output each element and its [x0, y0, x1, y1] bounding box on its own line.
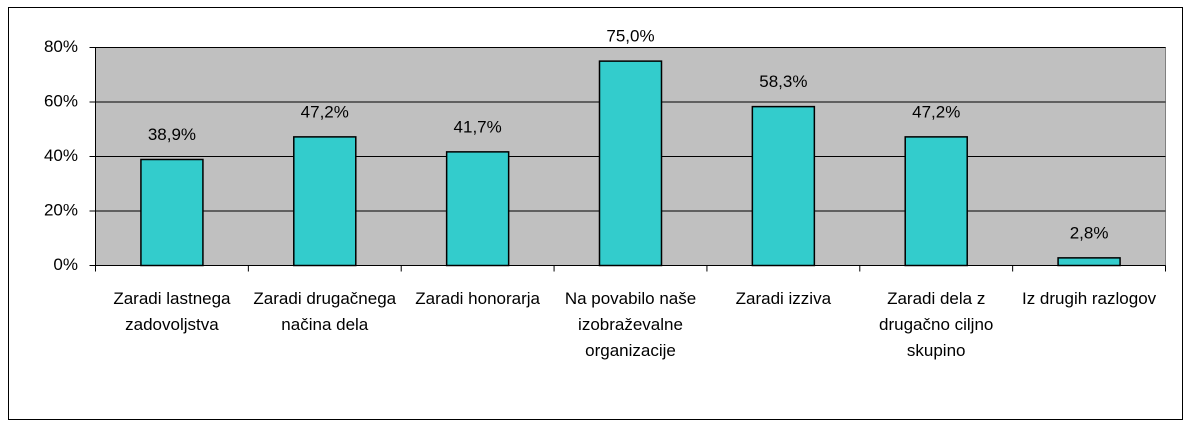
value-label: 58,3%: [759, 72, 807, 91]
y-tick-label: 40%: [44, 146, 78, 165]
value-label: 47,2%: [912, 102, 960, 121]
value-label: 2,8%: [1070, 223, 1109, 242]
y-tick-label: 20%: [44, 200, 78, 219]
value-label: 75,0%: [606, 27, 654, 46]
bar: [1057, 257, 1121, 267]
value-label: 41,7%: [454, 117, 502, 136]
value-label: 47,2%: [301, 102, 349, 121]
x-tick-label: Na povabilo naše izobraževalne organizac…: [564, 289, 697, 360]
y-tick-label: 0%: [53, 255, 78, 274]
x-tick-label: Iz drugih razlogov: [1021, 289, 1157, 308]
y-tick-label: 60%: [44, 91, 78, 110]
bar: [140, 158, 204, 267]
x-tick-label: Zaradi dela z drugačno ciljno skupino: [879, 289, 994, 360]
y-tick-label: 80%: [44, 37, 78, 56]
bar: [293, 136, 357, 267]
x-tick-label: Zaradi izziva: [735, 289, 832, 308]
x-tick-label: Zaradi drugačnega načina dela: [253, 289, 397, 334]
bar: [445, 151, 510, 267]
x-tick-label: Zaradi lastnega zadovoljstva: [113, 289, 231, 334]
x-tick-label: Zaradi honorarja: [415, 289, 541, 308]
value-label: 38,9%: [148, 125, 196, 144]
bar: [751, 105, 816, 267]
bar: [598, 60, 663, 267]
bar: [904, 136, 968, 267]
